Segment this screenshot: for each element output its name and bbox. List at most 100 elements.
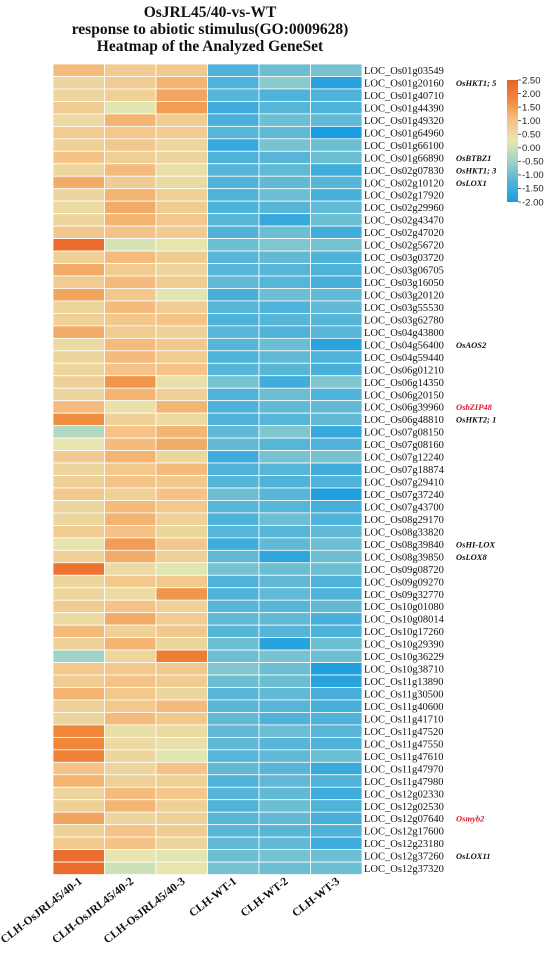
- heatmap-cell: [104, 699, 157, 713]
- heatmap-cell: [155, 238, 208, 252]
- heatmap-cell: [207, 836, 260, 851]
- heatmap-cell: [155, 836, 208, 851]
- heatmap-cell: [155, 362, 208, 377]
- heatmap-cell: [258, 587, 311, 601]
- heatmap-cell: [104, 375, 157, 389]
- heatmap-cell: [155, 63, 208, 77]
- heatmap-cell: [310, 288, 363, 302]
- heatmap-cell: [155, 500, 208, 514]
- heatmap-cell: [104, 200, 157, 215]
- heatmap-cell: [155, 662, 208, 676]
- heatmap-cell: [104, 674, 157, 688]
- gene-id-label: LOC_Os08g29170: [364, 515, 444, 526]
- heatmap-cell: [258, 387, 311, 402]
- heatmap-cell: [207, 861, 260, 875]
- gene-id-label: LOC_Os02g29960: [364, 203, 444, 214]
- heatmap-cell: [52, 138, 105, 152]
- gene-id-label: LOC_Os04g59440: [364, 353, 444, 364]
- heatmap-cell: [207, 138, 260, 152]
- gene-id-label: LOC_Os08g33820: [364, 527, 444, 538]
- heatmap-cell: [207, 749, 260, 763]
- heatmap-cell: [207, 412, 260, 427]
- gene-name-label: OsHKT1; 3: [456, 165, 497, 175]
- heatmap-cell: [310, 300, 363, 314]
- heatmap-cell: [155, 799, 208, 813]
- heatmap-cell: [155, 562, 208, 576]
- heatmap-cell: [52, 325, 105, 339]
- gene-id-label: LOC_Os12g37320: [364, 864, 444, 875]
- heatmap-cell: [155, 599, 208, 614]
- heatmap-cell: [207, 512, 260, 526]
- gene-id-label: LOC_Os10g08014: [364, 615, 445, 626]
- heatmap-cell: [258, 213, 311, 227]
- heatmap-cell: [310, 736, 363, 751]
- heatmap-cell: [52, 225, 105, 239]
- heatmap-cell: [310, 175, 363, 190]
- heatmap-cell: [155, 462, 208, 476]
- heatmap-cell: [104, 113, 157, 127]
- heatmap-cell: [52, 250, 105, 264]
- heatmap-cell: [310, 662, 363, 676]
- heatmap-cell: [155, 250, 208, 264]
- gene-id-label: LOC_Os01g66890: [364, 153, 444, 164]
- heatmap-cell: [207, 475, 260, 489]
- heatmap-cell: [155, 574, 208, 589]
- heatmap-cell: [207, 624, 260, 639]
- heatmap-cell: [155, 300, 208, 314]
- column-label: CLH-WT-2: [239, 875, 291, 919]
- heatmap-cell: [52, 101, 105, 115]
- gene-id-label: LOC_Os07g08160: [364, 440, 444, 451]
- heatmap-cell: [310, 387, 363, 402]
- heatmap-cell: [310, 786, 363, 801]
- gene-id-label: LOC_Os12g37260: [364, 852, 444, 863]
- heatmap-cell: [52, 200, 105, 215]
- heatmap-cell: [104, 749, 157, 763]
- heatmap-cell: [52, 387, 105, 402]
- heatmap-cell: [155, 312, 208, 327]
- heatmap-cell: [207, 400, 260, 414]
- heatmap-cell: [258, 225, 311, 239]
- heatmap-cell: [258, 687, 311, 701]
- heatmap-cell: [258, 250, 311, 264]
- heatmap-cell: [52, 462, 105, 476]
- heatmap-cell: [258, 425, 311, 439]
- heatmap-cell: [104, 288, 157, 302]
- gene-id-label: LOC_Os01g40710: [364, 91, 444, 102]
- heatmap-cell: [258, 836, 311, 851]
- heatmap-cell: [258, 362, 311, 377]
- heatmap-cell: [310, 238, 363, 252]
- heatmap-cell: [104, 312, 157, 327]
- heatmap-cell: [104, 150, 157, 165]
- heatmap-cell: [155, 150, 208, 165]
- heatmap-cell: [258, 736, 311, 751]
- heatmap-cell: [207, 549, 260, 564]
- heatmap-cell: [155, 200, 208, 215]
- heatmap-cell: [258, 350, 311, 364]
- heatmap-cell: [207, 537, 260, 551]
- heatmap-cell: [310, 312, 363, 327]
- gene-id-label: LOC_Os07g29410: [364, 478, 444, 489]
- heatmap-cell: [104, 437, 157, 451]
- heatmap-cell: [310, 225, 363, 239]
- colorbar-tick-label: -2.00: [522, 197, 544, 208]
- heatmap-cell: [104, 325, 157, 339]
- heatmap-cell: [310, 774, 363, 788]
- heatmap-cell: [258, 88, 311, 102]
- heatmap-cell: [207, 263, 260, 277]
- gene-name-label: Osmyb2: [456, 814, 485, 824]
- heatmap-cell: [52, 612, 105, 626]
- heatmap-cell: [104, 425, 157, 439]
- gene-id-label: LOC_Os01g49320: [364, 116, 444, 127]
- heatmap-cell: [310, 587, 363, 601]
- heatmap-cell: [258, 138, 311, 152]
- heatmap-cell: [207, 774, 260, 788]
- heatmap-cell: [104, 824, 157, 838]
- heatmap-cell: [207, 437, 260, 451]
- heatmap-cell: [52, 637, 105, 651]
- heatmap-cell: [155, 76, 208, 90]
- heatmap-cell: [310, 637, 363, 651]
- heatmap-cell: [104, 238, 157, 252]
- gene-id-label: LOC_Os09g32770: [364, 590, 444, 601]
- heatmap-cell: [104, 263, 157, 277]
- heatmap-cell: [310, 375, 363, 389]
